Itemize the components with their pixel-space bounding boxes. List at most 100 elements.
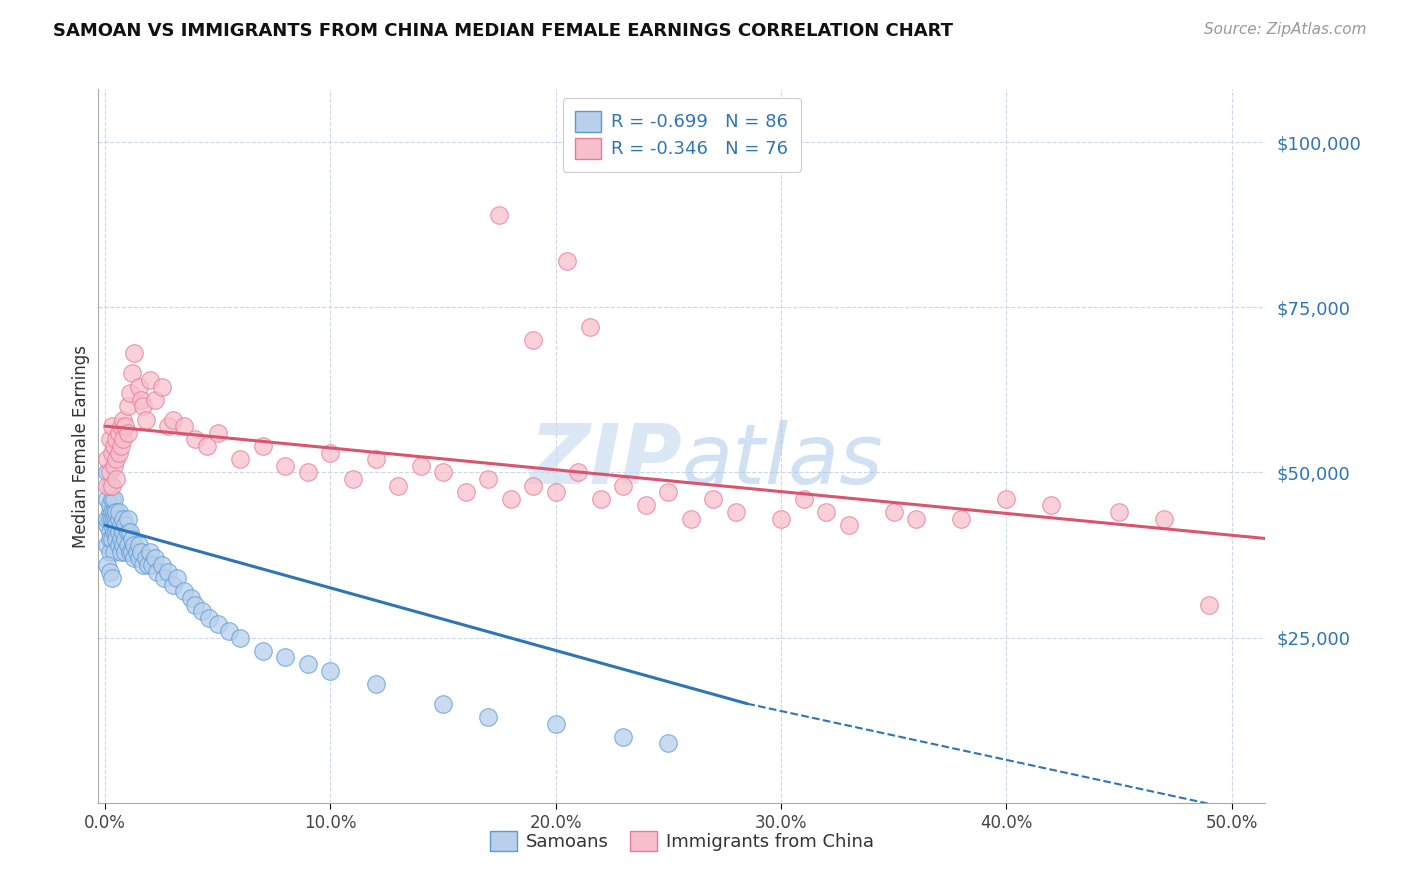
Point xyxy=(838,518,860,533)
Point xyxy=(105,505,128,519)
Point xyxy=(101,478,124,492)
Point xyxy=(612,730,634,744)
Point xyxy=(136,558,159,572)
Point xyxy=(96,491,118,506)
Point xyxy=(297,657,319,671)
Point xyxy=(110,439,132,453)
Point xyxy=(112,433,135,447)
Point xyxy=(96,466,118,480)
Point xyxy=(114,532,136,546)
Point xyxy=(146,565,169,579)
Point xyxy=(657,736,679,750)
Point xyxy=(364,452,387,467)
Point xyxy=(110,419,132,434)
Point xyxy=(432,697,454,711)
Point xyxy=(110,545,132,559)
Point xyxy=(218,624,240,638)
Point xyxy=(101,445,124,459)
Point xyxy=(98,524,121,539)
Point xyxy=(105,452,128,467)
Point xyxy=(96,511,118,525)
Point xyxy=(112,412,135,426)
Point xyxy=(107,445,129,459)
Point xyxy=(995,491,1018,506)
Point xyxy=(143,392,166,407)
Point xyxy=(387,478,409,492)
Point xyxy=(112,538,135,552)
Point xyxy=(103,505,125,519)
Point xyxy=(98,505,121,519)
Point xyxy=(129,392,152,407)
Point xyxy=(1040,499,1063,513)
Point xyxy=(117,425,139,440)
Point xyxy=(198,611,221,625)
Point xyxy=(103,458,125,473)
Point xyxy=(96,452,118,467)
Point xyxy=(143,551,166,566)
Point xyxy=(544,485,567,500)
Point xyxy=(101,419,124,434)
Point xyxy=(162,578,184,592)
Point xyxy=(702,491,724,506)
Point xyxy=(173,584,195,599)
Point xyxy=(578,320,600,334)
Point xyxy=(180,591,202,605)
Point xyxy=(101,511,124,525)
Point xyxy=(815,505,838,519)
Point xyxy=(319,445,342,459)
Text: ZIP: ZIP xyxy=(529,420,682,500)
Point xyxy=(905,511,928,525)
Point xyxy=(162,412,184,426)
Point xyxy=(252,439,274,453)
Point xyxy=(139,545,162,559)
Point xyxy=(128,551,150,566)
Point xyxy=(117,511,139,525)
Point xyxy=(724,505,747,519)
Point xyxy=(141,558,163,572)
Point xyxy=(207,425,229,440)
Point xyxy=(114,518,136,533)
Point xyxy=(105,532,128,546)
Point xyxy=(229,631,252,645)
Point xyxy=(107,524,129,539)
Point xyxy=(98,466,121,480)
Point xyxy=(173,419,195,434)
Point xyxy=(657,485,679,500)
Point xyxy=(121,532,143,546)
Point xyxy=(1108,505,1130,519)
Point xyxy=(121,367,143,381)
Point xyxy=(114,545,136,559)
Point xyxy=(105,511,128,525)
Point xyxy=(135,551,157,566)
Point xyxy=(499,491,522,506)
Point xyxy=(98,433,121,447)
Point xyxy=(950,511,973,525)
Point xyxy=(409,458,432,473)
Point xyxy=(274,458,297,473)
Point xyxy=(98,532,121,546)
Point xyxy=(793,491,815,506)
Point xyxy=(150,558,173,572)
Point xyxy=(117,400,139,414)
Point xyxy=(103,511,125,525)
Point xyxy=(129,545,152,559)
Point xyxy=(103,545,125,559)
Point xyxy=(103,439,125,453)
Point xyxy=(139,373,162,387)
Point xyxy=(121,545,143,559)
Point xyxy=(98,511,121,525)
Point xyxy=(342,472,364,486)
Point xyxy=(1153,511,1175,525)
Point xyxy=(184,598,207,612)
Point xyxy=(117,524,139,539)
Point xyxy=(770,511,793,525)
Point xyxy=(105,524,128,539)
Point xyxy=(477,472,499,486)
Text: atlas: atlas xyxy=(682,420,883,500)
Point xyxy=(112,524,135,539)
Point xyxy=(274,650,297,665)
Point xyxy=(112,511,135,525)
Y-axis label: Median Female Earnings: Median Female Earnings xyxy=(72,344,90,548)
Point xyxy=(110,518,132,533)
Point xyxy=(101,518,124,533)
